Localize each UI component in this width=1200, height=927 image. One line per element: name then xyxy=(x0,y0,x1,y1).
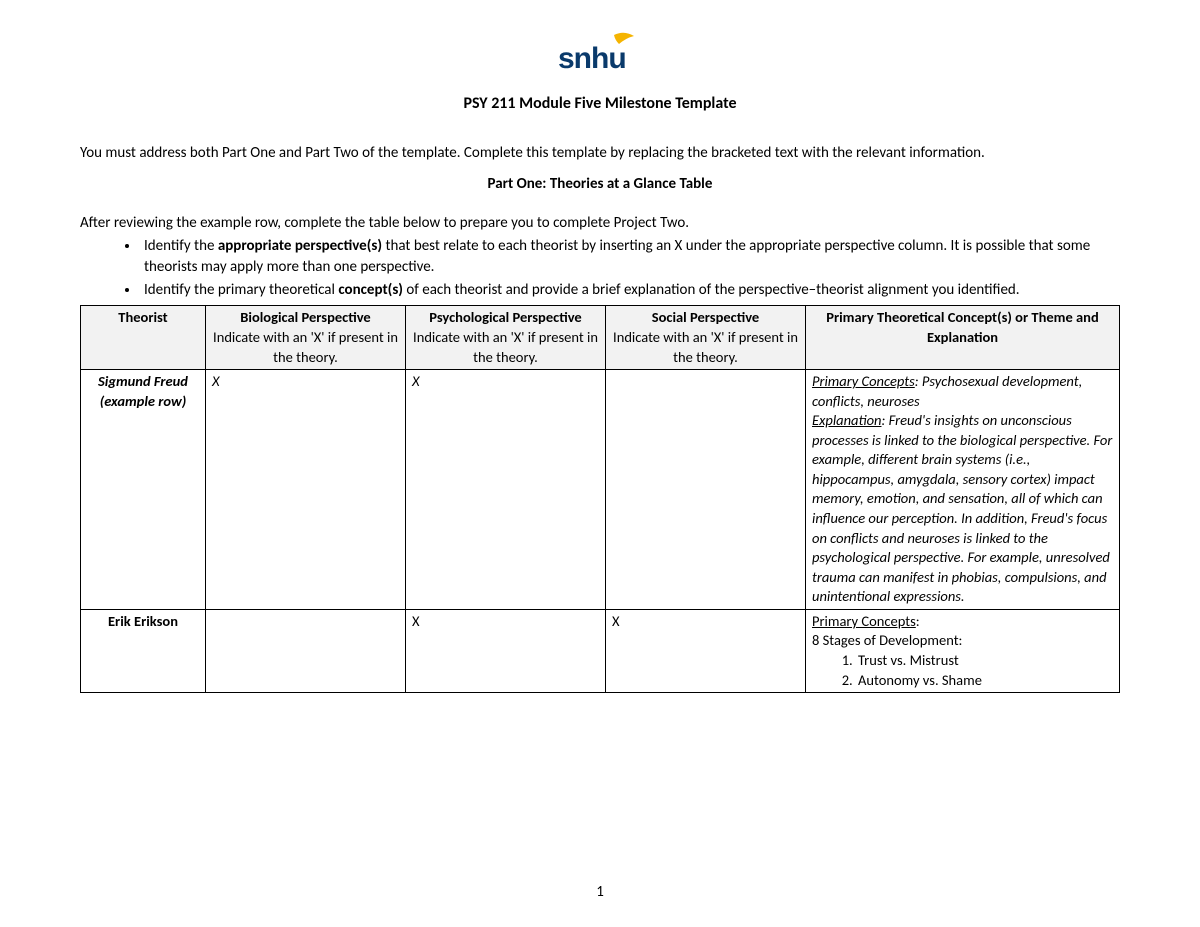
document-title: PSY 211 Module Five Milestone Template xyxy=(80,93,1120,115)
col-header-biological: Biological Perspective Indicate with an … xyxy=(206,306,406,370)
header-sub: Indicate with an 'X' if present in the t… xyxy=(413,328,598,366)
bullet-text: Identify the primary theoretical xyxy=(144,281,338,299)
stage-item: Trust vs. Mistrust xyxy=(856,651,1113,671)
theorist-cell: Sigmund Freud (example row) xyxy=(81,370,206,610)
biological-cell: X xyxy=(206,370,406,610)
explanation-text: : Freud's insights on unconscious proces… xyxy=(812,411,1112,605)
instruction-bullets: Identify the appropriate perspective(s) … xyxy=(140,236,1120,301)
col-header-theorist: Theorist xyxy=(81,306,206,370)
header-sub: Indicate with an 'X' if present in the t… xyxy=(613,328,798,366)
social-cell: X xyxy=(606,609,806,692)
bullet-text: Identify the xyxy=(144,237,218,255)
header-text: Biological Perspective xyxy=(240,308,370,326)
psychological-cell: X xyxy=(406,609,606,692)
social-cell xyxy=(606,370,806,610)
theories-table: Theorist Biological Perspective Indicate… xyxy=(80,305,1120,693)
bullet-text: of each theorist and provide a brief exp… xyxy=(403,281,1020,299)
bullet-item: Identify the appropriate perspective(s) … xyxy=(140,236,1120,278)
stage-item: Autonomy vs. Shame xyxy=(856,671,1113,691)
stages-heading: 8 Stages of Development: xyxy=(812,631,962,649)
table-header-row: Theorist Biological Perspective Indicate… xyxy=(81,306,1120,370)
theorist-name: Sigmund Freud xyxy=(98,372,188,390)
psychological-cell: X xyxy=(406,370,606,610)
bullet-bold: concept(s) xyxy=(338,281,403,299)
colon: : xyxy=(916,612,920,630)
biological-cell xyxy=(206,609,406,692)
col-header-concepts: Primary Theoretical Concept(s) or Theme … xyxy=(806,306,1120,370)
concepts-cell: Primary Concepts: Psychosexual developme… xyxy=(806,370,1120,610)
stages-list: Trust vs. Mistrust Autonomy vs. Shame xyxy=(856,651,1113,690)
theorist-cell: Erik Erikson xyxy=(81,609,206,692)
header-text: Social Perspective xyxy=(652,308,759,326)
primary-concepts-label: Primary Concepts xyxy=(812,372,915,390)
instructions-paragraph: After reviewing the example row, complet… xyxy=(80,213,1120,234)
intro-paragraph: You must address both Part One and Part … xyxy=(80,143,1120,164)
header-sub: Indicate with an 'X' if present in the t… xyxy=(213,328,398,366)
bullet-bold: appropriate perspective(s) xyxy=(218,237,382,255)
svg-text:snhu: snhu xyxy=(558,42,626,74)
snhu-logo: snhu xyxy=(556,32,644,81)
table-row: Sigmund Freud (example row) X X Primary … xyxy=(81,370,1120,610)
col-header-social: Social Perspective Indicate with an 'X' … xyxy=(606,306,806,370)
header-text: Psychological Perspective xyxy=(429,308,581,326)
theorist-subtext: (example row) xyxy=(100,392,187,410)
part-one-heading: Part One: Theories at a Glance Table xyxy=(80,174,1120,195)
page-number: 1 xyxy=(0,882,1200,903)
table-row: Erik Erikson X X Primary Concepts: 8 Sta… xyxy=(81,609,1120,692)
primary-concepts-label: Primary Concepts xyxy=(812,612,916,630)
bullet-item: Identify the primary theoretical concept… xyxy=(140,280,1120,301)
col-header-psychological: Psychological Perspective Indicate with … xyxy=(406,306,606,370)
header-text: Primary Theoretical Concept(s) or Theme … xyxy=(826,308,1099,346)
concepts-cell: Primary Concepts: 8 Stages of Developmen… xyxy=(806,609,1120,692)
explanation-label: Explanation xyxy=(812,411,881,429)
logo-container: snhu xyxy=(80,32,1120,81)
header-text: Theorist xyxy=(118,308,167,326)
